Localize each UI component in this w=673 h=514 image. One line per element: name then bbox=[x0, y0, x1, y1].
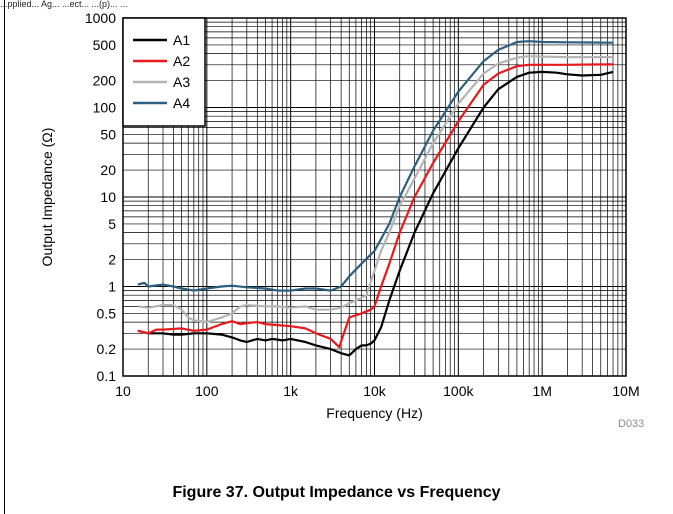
chart-series-layer bbox=[137, 40, 614, 357]
x-tick-label: 100k bbox=[443, 383, 474, 399]
legend-box bbox=[122, 17, 206, 127]
x-tick-label: 10M bbox=[612, 383, 639, 399]
series-line-a1 bbox=[137, 70, 614, 357]
figure-code: D033 bbox=[618, 418, 645, 430]
x-tick-label: 1M bbox=[532, 383, 551, 399]
y-tick-label: 0.5 bbox=[97, 305, 117, 321]
y-tick-label: 2 bbox=[108, 252, 116, 268]
y-tick-label: 1 bbox=[108, 279, 116, 295]
y-tick-label: 10 bbox=[100, 189, 116, 205]
y-tick-label: 5 bbox=[108, 216, 116, 232]
x-tick-label: 10 bbox=[115, 383, 131, 399]
y-tick-label: 0.1 bbox=[97, 368, 117, 384]
legend-label-a1: A1 bbox=[173, 32, 190, 48]
x-tick-label: 100 bbox=[195, 383, 219, 399]
legend-label-a4: A4 bbox=[173, 95, 190, 111]
legend-label-a3: A3 bbox=[173, 74, 190, 90]
chart-legend: A1 A2 A3 A4 bbox=[122, 17, 206, 127]
figure-caption: Figure 37. Output Impedance vs Frequency bbox=[172, 484, 501, 501]
y-tick-label: 1000 bbox=[85, 10, 116, 26]
y-tick-label: 50 bbox=[100, 126, 116, 142]
plot-frame bbox=[122, 17, 627, 377]
x-tick-label: 10k bbox=[363, 383, 387, 399]
page-header-text: ...pplied... Ag... ...ect... ...(p)... .… bbox=[0, 0, 128, 9]
chart-ticks-layer: 10 100 1k 10k 100k 1M 10M 0.1 0.2 0.5 1 2 5 10 20 50 100… bbox=[85, 10, 640, 399]
x-tick-label: 1k bbox=[283, 383, 299, 399]
y-tick-label: 0.2 bbox=[97, 341, 117, 357]
series-line-a2 bbox=[137, 63, 614, 349]
x-axis-label: Frequency (Hz) bbox=[326, 405, 422, 421]
y-tick-label: 200 bbox=[93, 73, 117, 89]
series-line-a3 bbox=[137, 55, 614, 324]
y-axis-label: Output Impedance (Ω) bbox=[39, 128, 55, 267]
y-tick-label: 100 bbox=[93, 100, 117, 116]
series-line-a4 bbox=[137, 40, 614, 292]
legend-label-a2: A2 bbox=[173, 53, 190, 69]
y-tick-label: 20 bbox=[100, 162, 116, 178]
y-tick-label: 500 bbox=[93, 37, 117, 53]
page-left-border bbox=[4, 0, 5, 514]
